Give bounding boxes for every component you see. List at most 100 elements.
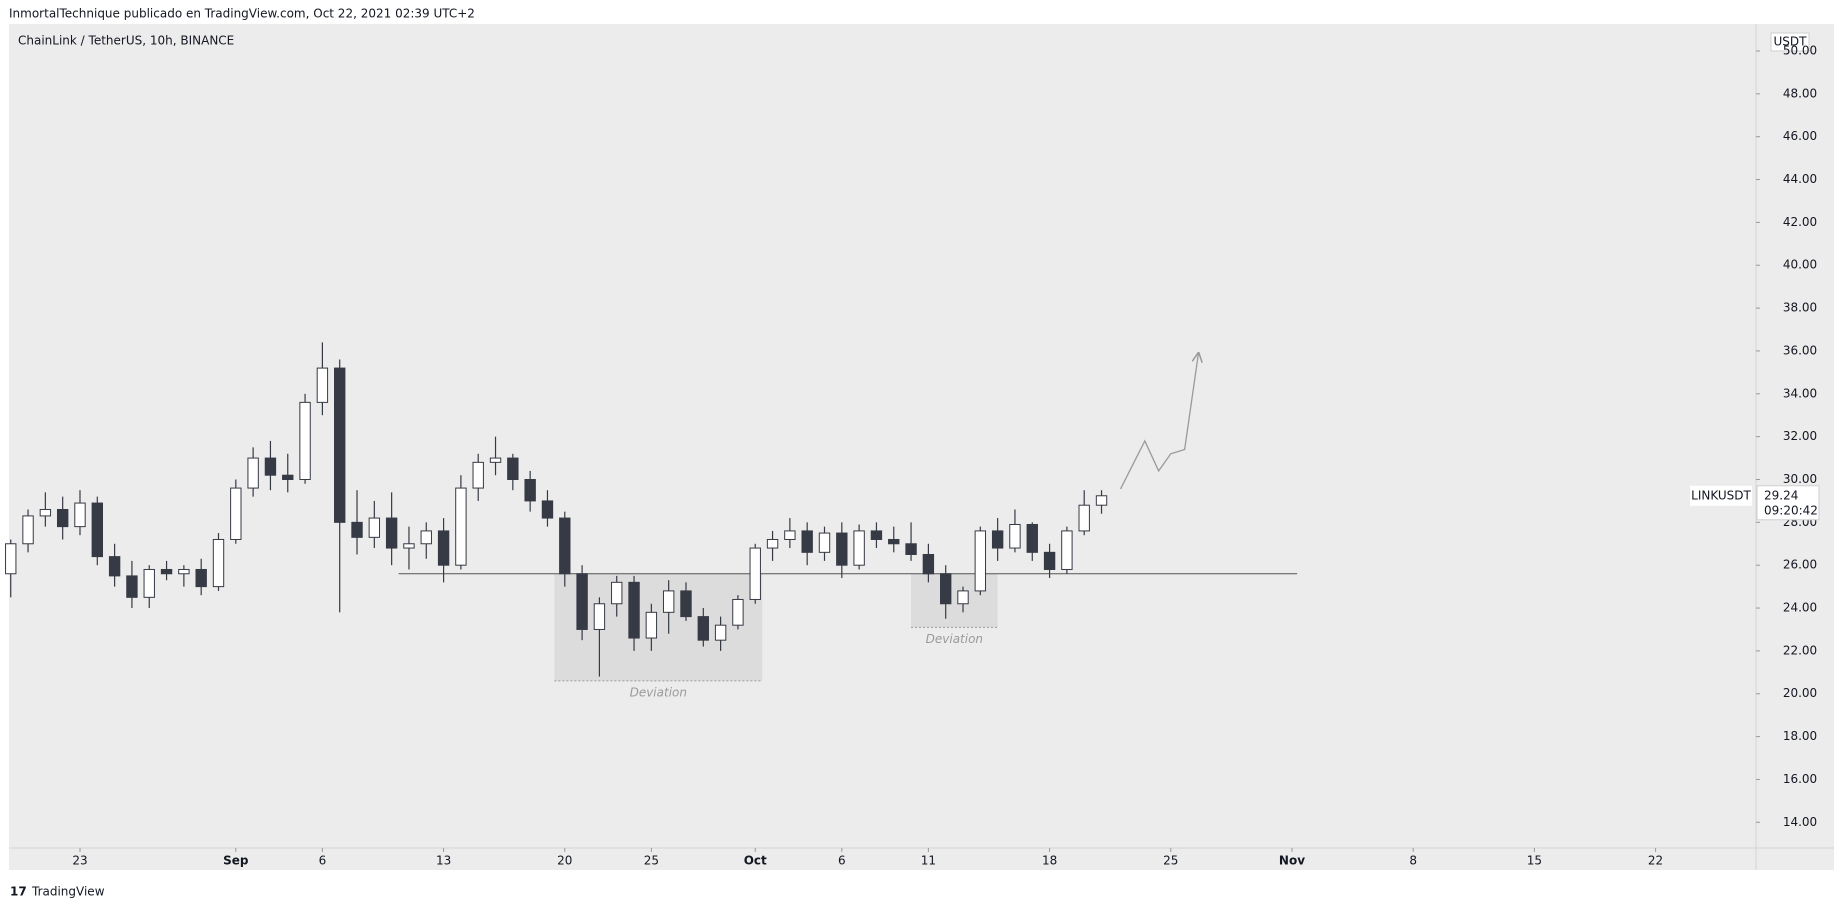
y-tick-label: 46.00 [1783,129,1817,143]
candle-body [940,573,952,605]
candle-body [5,543,17,575]
candle-body [749,547,761,600]
candle-body [455,487,467,566]
x-tick-label: 6 [319,854,327,868]
candle-body [991,530,1004,549]
x-tick-label: 8 [1409,854,1417,868]
candle-body [368,517,381,538]
candle-body [870,530,883,540]
candle-body [888,538,900,545]
candle-body [160,568,173,575]
candle-body [56,508,69,528]
candle-body [489,457,502,463]
y-tick-label: 44.00 [1783,172,1817,186]
candle-body [697,616,709,641]
x-tick-label: 11 [921,854,936,868]
symbol-label: LINKUSDT [1691,488,1751,502]
footer: 17 TradingView [10,885,105,899]
currency-box [1770,32,1810,52]
candle-body [1043,551,1056,570]
y-tick-label: 30.00 [1783,472,1817,486]
y-tick-label: 20.00 [1783,686,1817,700]
logo-mark: 17 [10,885,27,899]
candle-body [1009,523,1021,549]
y-tick-label: 32.00 [1783,429,1817,443]
candle-body [714,624,727,641]
x-tick-label: 22 [1648,854,1663,868]
candle-body [1095,495,1108,506]
price-tag [1756,485,1820,521]
candle-body [195,568,207,588]
y-tick-label: 18.00 [1783,729,1817,743]
candle-body [818,532,831,553]
candle-body [922,553,935,575]
candle-body [178,568,190,575]
candle-body [74,502,86,528]
countdown: 09:20:42 [1764,503,1818,517]
candle-body [39,508,52,517]
y-tick-label: 40.00 [1783,258,1817,272]
candle-body [403,543,415,549]
candle-body [853,530,865,566]
candle-body [784,530,796,540]
candle-body [264,457,277,476]
x-tick-label: 25 [1163,854,1178,868]
candle-body [282,474,294,480]
candle-body [974,530,987,592]
x-tick-label: Sep [223,854,249,868]
candle-body [766,538,779,549]
candle-body [316,367,329,403]
candle-body [126,575,138,598]
deviation-label: Deviation [926,632,983,646]
plot: 14.0016.0018.0020.0022.0024.0026.0028.00… [5,43,1820,868]
candle-body [507,457,519,480]
y-tick-label: 34.00 [1783,386,1817,400]
candle-body [836,532,848,566]
y-tick-label: 42.00 [1783,215,1817,229]
y-tick-label: 36.00 [1783,343,1817,357]
candle-body [1061,530,1073,570]
candle-body [576,573,588,630]
candle-body [299,401,311,480]
candle-body [957,590,969,605]
x-tick-label: 15 [1527,854,1542,868]
candle-body [385,517,398,549]
symbol-tag [1690,485,1752,506]
candle-body [108,556,121,577]
x-tick-label: 23 [72,854,87,868]
last-price: 29.24 [1764,488,1798,502]
chart-background [9,24,1834,870]
y-tick-label: 38.00 [1783,301,1817,315]
candle-body [230,487,242,540]
candle-body [91,502,103,558]
candle-body [143,568,155,598]
candle-body [680,590,692,618]
x-tick-label: 13 [436,854,451,868]
y-tick-label: 24.00 [1783,601,1817,615]
y-tick-label: 16.00 [1783,772,1817,786]
y-tick-label: 48.00 [1783,86,1817,100]
projection-path [1119,353,1199,490]
y-tick-label: 22.00 [1783,643,1817,657]
deviation-label: Deviation [630,685,687,699]
y-tick-label: 14.00 [1783,815,1817,829]
x-tick-label: 25 [644,854,659,868]
y-tick-label: 50.00 [1783,43,1817,57]
candle-body [645,611,658,639]
candle-body [524,478,536,502]
candle-body [662,590,675,613]
candle-body [334,367,346,523]
candle-body [611,581,623,605]
candle-body [22,515,34,545]
x-tick-label: Oct [744,854,767,868]
deviation-zone [554,573,763,681]
candle-body [472,461,484,489]
x-tick-label: 20 [557,854,572,868]
candle-body [593,603,606,630]
x-tick-label: 18 [1042,854,1057,868]
x-tick-label: 6 [838,854,846,868]
currency-label: USDT [1774,35,1808,49]
candle-body [541,500,554,519]
